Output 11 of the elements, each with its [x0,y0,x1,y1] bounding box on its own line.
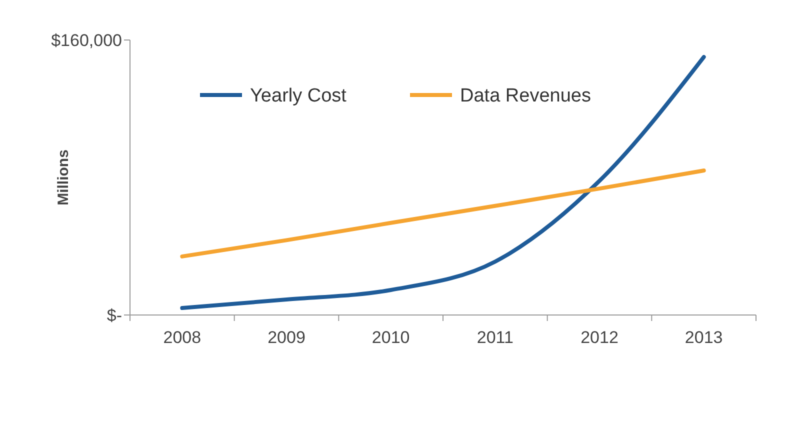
y-axis-title: Millions [55,150,72,206]
legend-label: Data Revenues [460,86,591,107]
x-tick-label: 2011 [476,328,514,347]
x-tick-label: 2009 [268,328,306,347]
text: $- [106,306,122,325]
x-tick-label: 2012 [580,328,618,347]
x-tick-label: 2008 [163,328,202,347]
x-tick-label: 2013 [684,328,723,347]
text: $160,000 [51,30,122,50]
legend-label: Yearly Cost [250,86,348,107]
x-tick-label: 2010 [372,328,410,347]
